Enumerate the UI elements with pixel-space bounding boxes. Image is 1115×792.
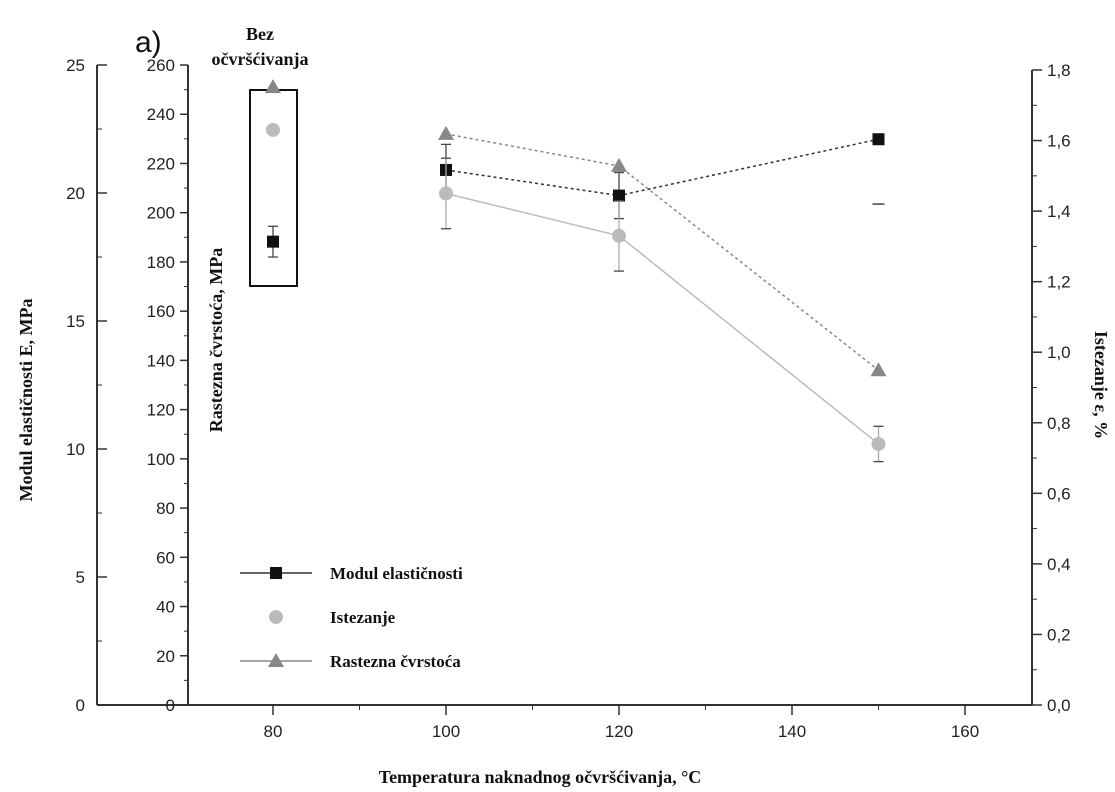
x-axis-label: Temperatura naknadnog očvršćivanja, °C <box>379 767 702 787</box>
outer-tick-label: 10 <box>66 440 85 459</box>
axes <box>96 65 1033 706</box>
inner-tick-label: 220 <box>147 154 175 173</box>
legend-marker <box>270 567 282 579</box>
data-point <box>267 235 279 248</box>
right-tick-label: 1,4 <box>1047 202 1071 221</box>
inner-tick-label: 240 <box>147 105 175 124</box>
right-tick-label: 0,8 <box>1047 414 1071 433</box>
legend-label: Modul elastičnosti <box>330 564 463 583</box>
right-tick-label: 0,2 <box>1047 625 1071 644</box>
inner-tick-label: 140 <box>147 351 175 370</box>
inner-tick-label: 0 <box>166 696 175 715</box>
data-point <box>266 122 280 137</box>
right-tick-label: 0,4 <box>1047 555 1071 574</box>
x-tick-label: 140 <box>778 722 806 741</box>
legend-marker <box>269 610 283 624</box>
outer-tick-label: 20 <box>66 184 85 203</box>
inner-tick-label: 200 <box>147 204 175 223</box>
legend-label: Rastezna čvrstoća <box>330 652 461 671</box>
data-point <box>872 133 885 146</box>
legend-label: Istezanje <box>330 608 396 627</box>
outer-tick-label: 25 <box>66 56 85 75</box>
data-point <box>870 362 887 377</box>
series-line <box>445 138 879 197</box>
right-tick-label: 1,8 <box>1047 61 1071 80</box>
series-line <box>445 192 879 445</box>
plot-marks <box>265 79 887 463</box>
y-left-inner-label: Rastezna čvrstoća, MPa <box>206 248 226 432</box>
inner-tick-label: 100 <box>147 450 175 469</box>
left-inner-axis: 0 20 40 60 80 100 120 140 160 180 200 220 240 260 <box>147 56 188 715</box>
inner-tick-label: 180 <box>147 253 175 272</box>
x-axis: 80 100 120 140 160 <box>264 705 979 741</box>
x-tick-label: 80 <box>264 722 283 741</box>
data-point <box>439 186 453 201</box>
data-point <box>438 125 454 140</box>
inner-tick-label: 120 <box>147 401 175 420</box>
y-right-label: Istezanje ε, % <box>1091 331 1111 439</box>
x-tick-label: 160 <box>951 722 979 741</box>
data-point <box>612 228 626 243</box>
inner-tick-label: 260 <box>147 56 175 75</box>
legend-marker <box>268 653 284 667</box>
right-tick-label: 1,0 <box>1047 343 1071 362</box>
left-outer-axis: 0 5 10 15 20 25 <box>66 56 107 715</box>
data-point <box>611 157 627 172</box>
data-point <box>871 436 886 451</box>
inner-tick-label: 80 <box>156 499 175 518</box>
annotation-line-1: Bez <box>246 24 274 44</box>
series-square <box>267 133 885 258</box>
legend: Modul elastičnosti Istezanje Rastezna čvrs… <box>240 564 463 671</box>
data-point <box>265 79 281 94</box>
annotation-line-2: očvršćivanja <box>212 49 309 69</box>
right-tick-label: 1,2 <box>1047 273 1071 292</box>
outer-tick-label: 15 <box>66 312 85 331</box>
panel-label: a) <box>135 26 162 59</box>
inner-tick-label: 60 <box>156 548 175 567</box>
series-line <box>445 133 879 371</box>
series-triangle <box>265 79 887 377</box>
outer-tick-label: 5 <box>76 568 85 587</box>
series-circle <box>266 122 886 463</box>
right-tick-label: 0,6 <box>1047 484 1071 503</box>
y-left-outer-label: Modul elastičnosti E, MPa <box>16 299 36 502</box>
data-point <box>613 189 625 202</box>
x-tick-label: 100 <box>432 722 460 741</box>
right-axis: 0,0 0,2 0,4 0,6 0,8 1,0 1,2 1,4 1,6 1,8 <box>1032 61 1071 715</box>
inner-tick-label: 20 <box>156 647 175 666</box>
right-tick-label: 0,0 <box>1047 696 1071 715</box>
outer-tick-label: 0 <box>76 696 85 715</box>
inner-tick-label: 160 <box>147 302 175 321</box>
inner-tick-label: 40 <box>156 598 175 617</box>
right-tick-label: 1,6 <box>1047 132 1071 151</box>
x-tick-label: 120 <box>605 722 633 741</box>
